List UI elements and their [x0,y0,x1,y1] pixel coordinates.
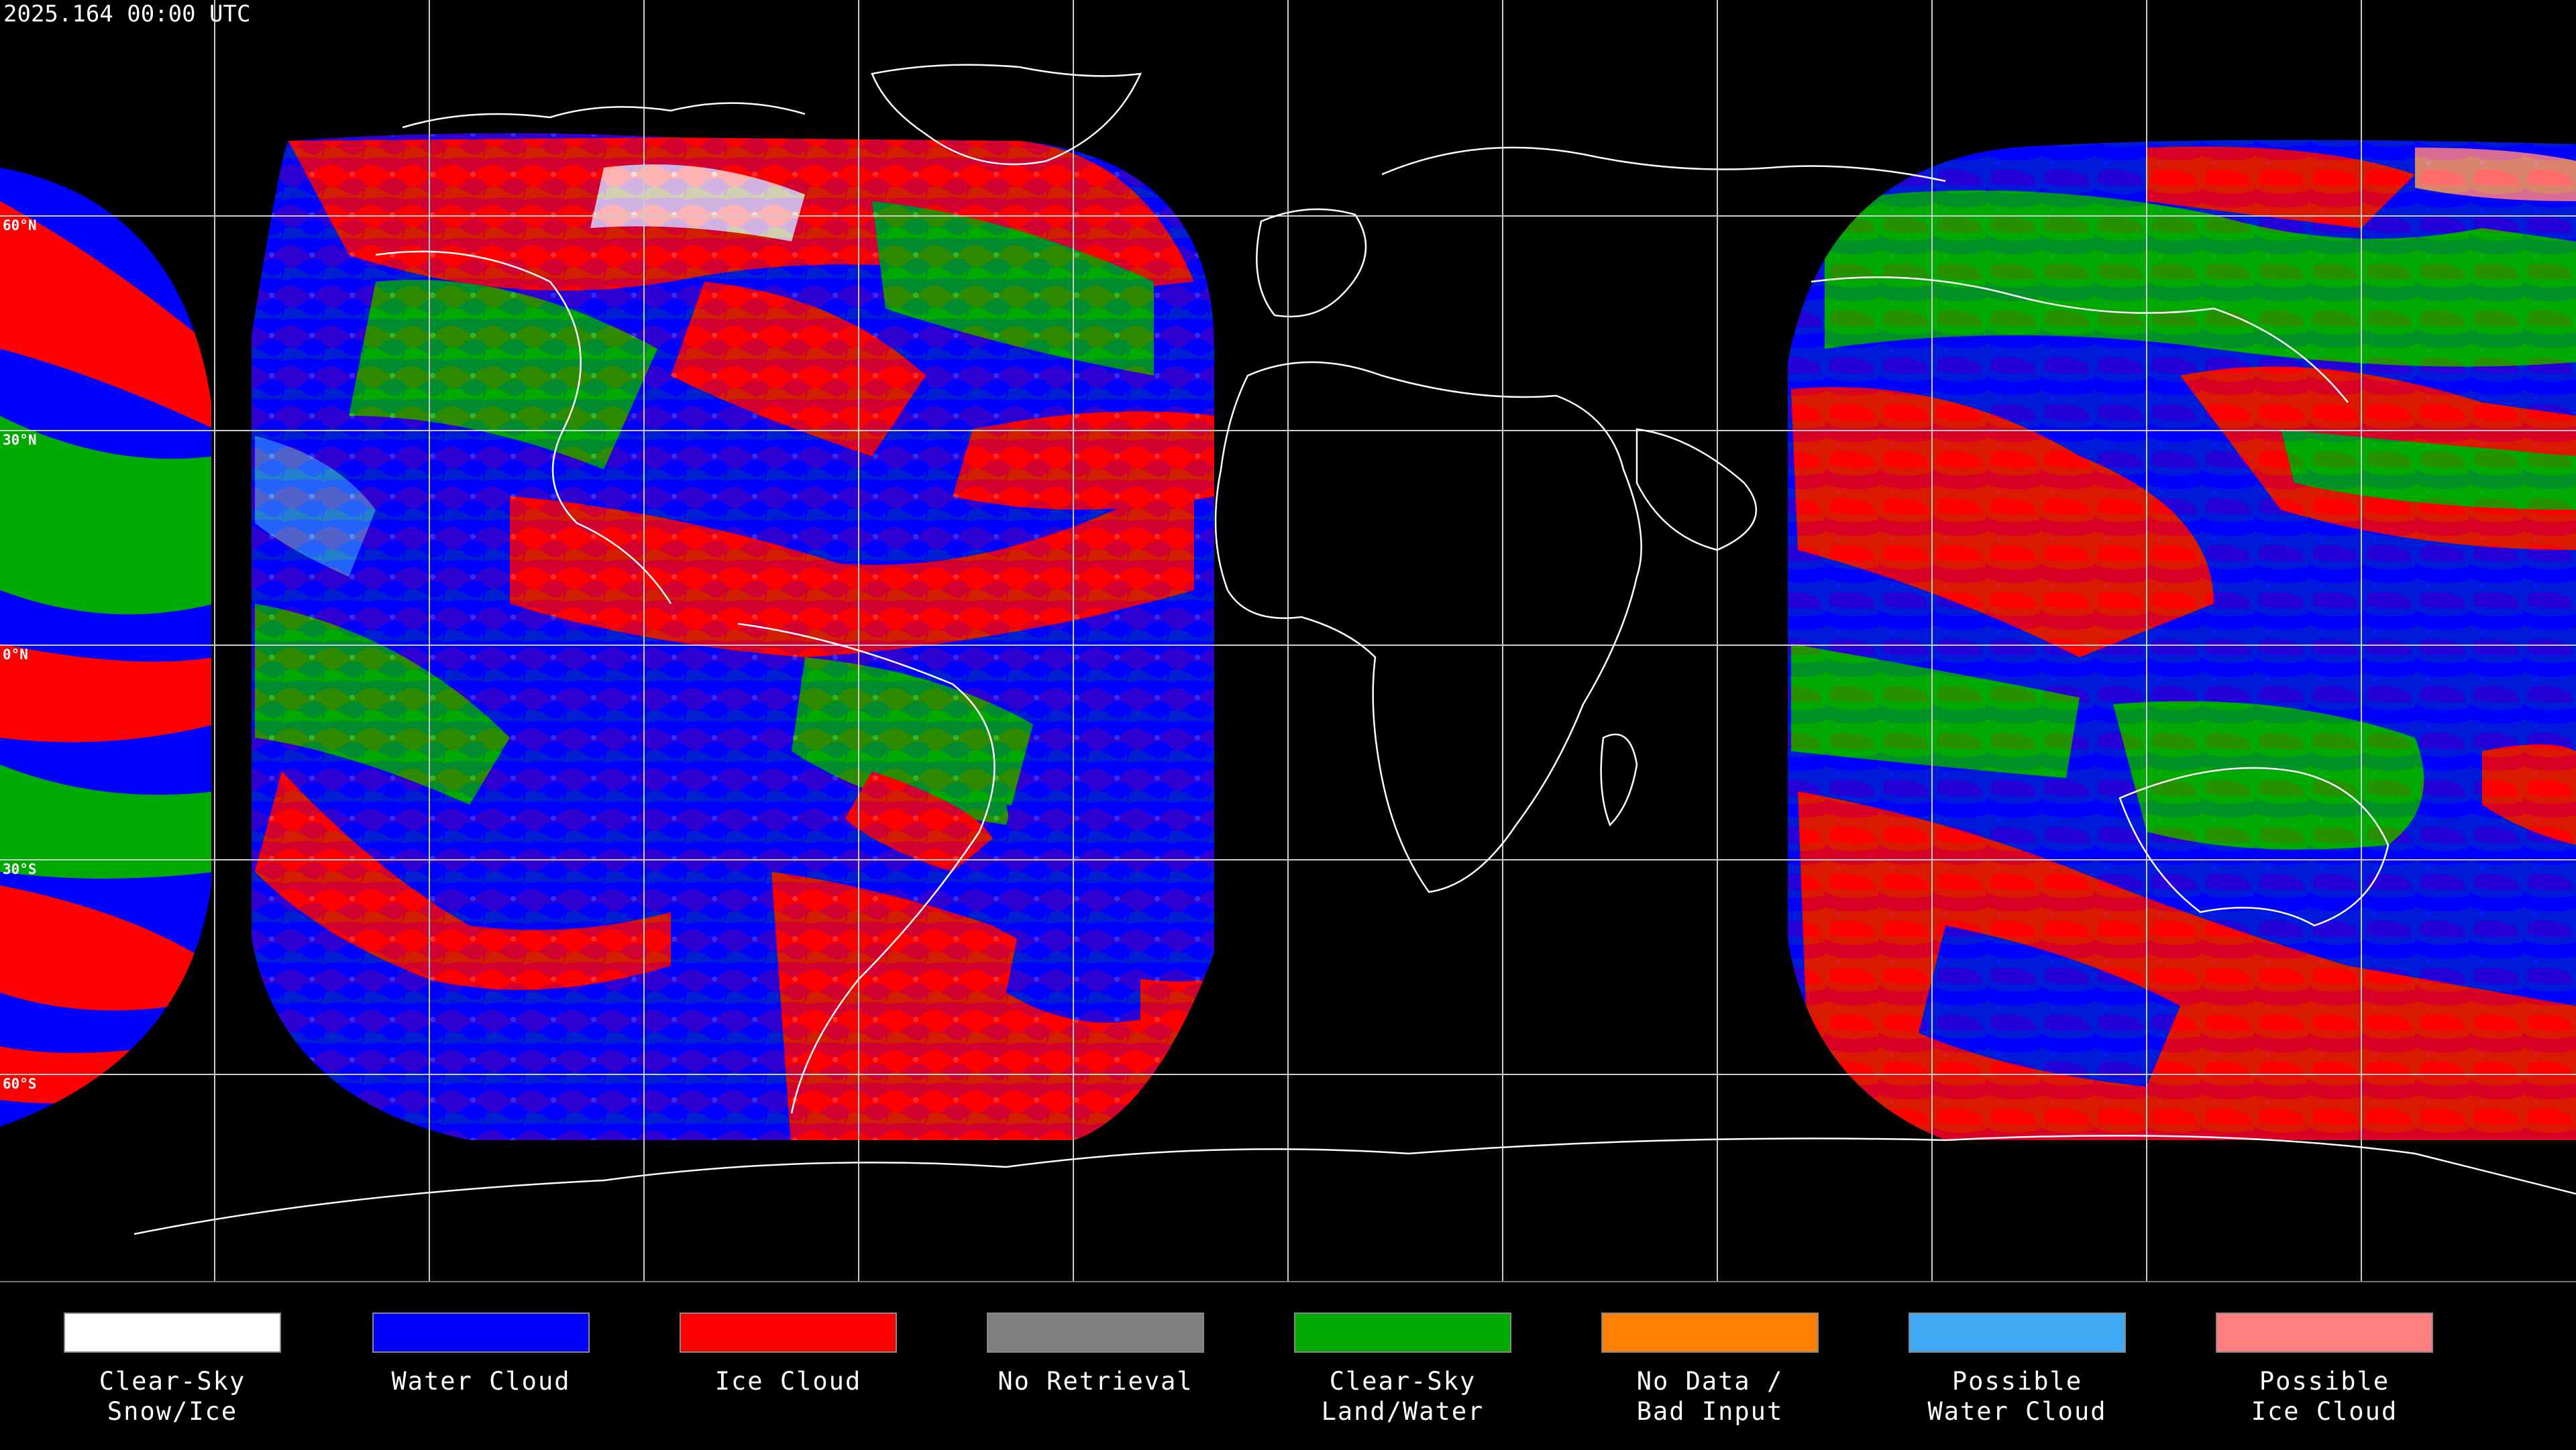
satellite-swath-americas [252,133,1214,1141]
lat-label-60s: 60°S [3,1076,37,1092]
legend-label: Ice Cloud [714,1367,862,1396]
cloud-phase-map: 2025.164 00:00 UTC 60°N 30°N 0°N 30°S 60… [0,0,2576,1281]
legend-label: Possible Water Cloud [1927,1367,2107,1426]
satellite-swath-asia-pacific [1788,140,2576,1141]
legend-label: No Data / Bad Input [1636,1367,1784,1426]
coastlines [133,64,2576,1235]
legend-swatch [1294,1313,1511,1353]
legend-item-clear-sky-snow-ice: Clear-Sky Snow/Ice [62,1313,283,1427]
legend-item-clear-sky-land-water: Clear-Sky Land/Water [1292,1313,1513,1427]
legend-label: Clear-Sky Snow/Ice [99,1367,246,1426]
map-canvas [0,0,2576,1281]
legend: Clear-Sky Snow/Ice Water Cloud Ice Cloud… [0,1281,2576,1450]
lat-label-60n: 60°N [3,217,37,233]
legend-label: Water Cloud [391,1367,571,1396]
legend-label: Possible Ice Cloud [2251,1367,2398,1426]
legend-swatch [2216,1313,2433,1353]
legend-swatch [64,1313,281,1353]
legend-swatch [1601,1313,1819,1353]
legend-swatch [680,1313,897,1353]
legend-item-possible-ice-cloud: Possible Ice Cloud [2214,1313,2435,1427]
legend-swatch [1909,1313,2126,1353]
graticule [0,0,2576,1281]
lat-label-30s: 30°S [3,861,37,877]
legend-item-water-cloud: Water Cloud [370,1313,592,1396]
legend-label: No Retrieval [998,1367,1193,1396]
legend-item-ice-cloud: Ice Cloud [678,1313,899,1396]
legend-swatch [372,1313,590,1353]
legend-label: Clear-Sky Land/Water [1321,1367,1485,1426]
legend-item-no-data: No Data / Bad Input [1599,1313,1821,1427]
legend-swatch [987,1313,1204,1353]
legend-item-possible-water-cloud: Possible Water Cloud [1907,1313,2128,1427]
map-timestamp: 2025.164 00:00 UTC [3,1,251,27]
satellite-swath-west [0,168,211,1127]
lat-label-0n: 0°N [3,647,28,663]
legend-item-no-retrieval: No Retrieval [985,1313,1206,1396]
lat-label-30n: 30°N [3,432,37,448]
